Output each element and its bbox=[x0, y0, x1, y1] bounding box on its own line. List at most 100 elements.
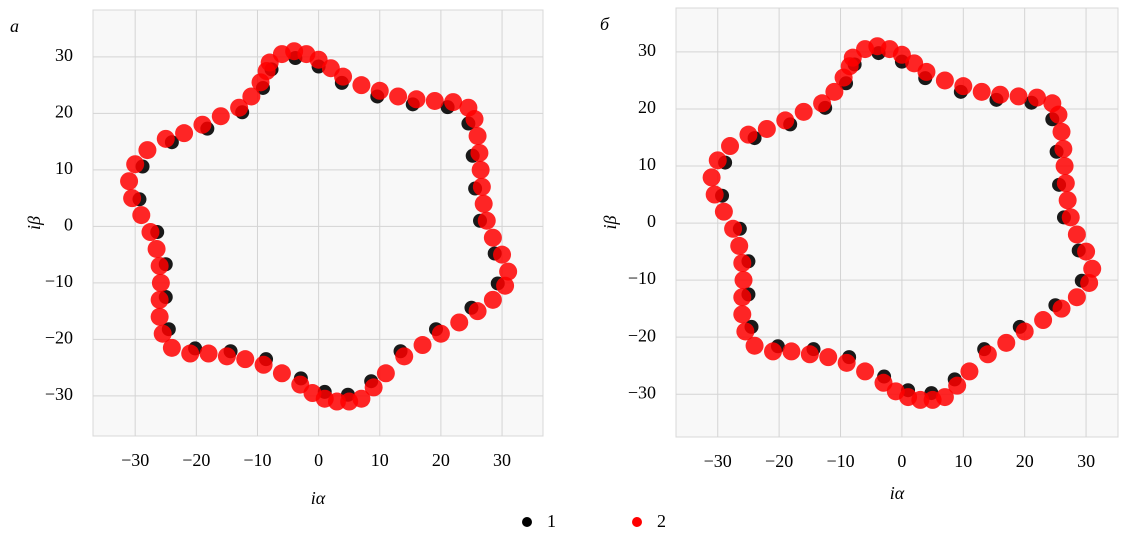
point bbox=[120, 172, 139, 191]
point bbox=[991, 85, 1010, 104]
point bbox=[193, 115, 212, 134]
x-tick-label: −30 bbox=[704, 451, 732, 471]
point bbox=[705, 185, 724, 204]
x-tick-label: 30 bbox=[1077, 451, 1095, 471]
point bbox=[211, 107, 230, 126]
point bbox=[477, 211, 496, 230]
x-tick-label: −10 bbox=[243, 450, 271, 470]
point bbox=[156, 129, 175, 148]
point bbox=[272, 364, 291, 383]
point bbox=[734, 271, 753, 290]
point bbox=[395, 347, 414, 366]
point bbox=[217, 347, 236, 366]
x-tick-label: −20 bbox=[182, 450, 210, 470]
y-tick-label: −20 bbox=[45, 328, 73, 348]
point bbox=[782, 342, 801, 361]
point bbox=[739, 125, 758, 144]
panel-label: б bbox=[600, 14, 610, 34]
y-tick-label: 0 bbox=[647, 211, 656, 231]
point bbox=[1067, 225, 1086, 244]
point bbox=[138, 141, 157, 160]
point bbox=[1027, 88, 1046, 107]
point bbox=[291, 375, 310, 394]
point bbox=[1009, 87, 1028, 106]
point bbox=[242, 87, 261, 106]
point bbox=[162, 338, 181, 357]
point bbox=[483, 290, 502, 309]
point bbox=[763, 342, 782, 361]
point bbox=[470, 143, 489, 162]
y-tick-label: 20 bbox=[638, 97, 656, 117]
point bbox=[175, 124, 194, 143]
point bbox=[370, 81, 389, 100]
x-tick-label: 0 bbox=[314, 450, 323, 470]
point bbox=[1015, 322, 1034, 341]
point bbox=[334, 67, 353, 86]
point bbox=[960, 362, 979, 381]
point bbox=[733, 305, 752, 324]
point bbox=[389, 87, 408, 106]
point bbox=[1056, 174, 1075, 193]
point bbox=[978, 345, 997, 364]
point bbox=[745, 336, 764, 355]
y-tick-label: 0 bbox=[64, 215, 73, 235]
point bbox=[141, 223, 160, 242]
point bbox=[496, 276, 515, 295]
x-tick-label: −10 bbox=[826, 451, 854, 471]
point bbox=[483, 228, 502, 247]
point bbox=[472, 177, 491, 196]
point bbox=[840, 57, 859, 76]
point bbox=[493, 245, 512, 264]
point bbox=[736, 322, 755, 341]
y-tick-label: 10 bbox=[55, 158, 73, 178]
legend-label: 1 bbox=[547, 511, 556, 531]
y-tick-label: −10 bbox=[628, 268, 656, 288]
point bbox=[499, 262, 518, 281]
point bbox=[1058, 191, 1077, 210]
point bbox=[444, 93, 463, 112]
point bbox=[714, 202, 733, 221]
point bbox=[352, 76, 371, 95]
plot-area bbox=[675, 7, 1119, 438]
point bbox=[733, 254, 752, 273]
point bbox=[856, 362, 875, 381]
y-tick-label: −30 bbox=[45, 384, 73, 404]
y-axis-label: iβ bbox=[24, 216, 44, 230]
point bbox=[468, 126, 487, 145]
point bbox=[1034, 311, 1053, 330]
point bbox=[199, 344, 218, 363]
point bbox=[800, 345, 819, 364]
point bbox=[123, 189, 142, 208]
x-axis-label: iα bbox=[311, 488, 326, 508]
y-tick-label: 10 bbox=[638, 154, 656, 174]
point bbox=[1052, 299, 1071, 318]
point bbox=[997, 333, 1016, 352]
point bbox=[450, 313, 469, 332]
point bbox=[236, 350, 255, 369]
legend-label: 2 bbox=[657, 511, 666, 531]
point bbox=[1049, 105, 1068, 124]
point bbox=[1077, 242, 1096, 261]
point bbox=[407, 90, 426, 109]
point bbox=[1054, 139, 1073, 158]
point bbox=[150, 290, 169, 309]
y-tick-label: 30 bbox=[55, 45, 73, 65]
point bbox=[721, 137, 740, 156]
point bbox=[1061, 208, 1080, 227]
point bbox=[1067, 288, 1086, 307]
point bbox=[431, 324, 450, 343]
y-tick-label: −30 bbox=[628, 382, 656, 402]
legend-marker bbox=[522, 517, 532, 527]
point bbox=[954, 77, 973, 96]
point bbox=[1083, 259, 1102, 278]
point bbox=[468, 302, 487, 321]
point bbox=[150, 307, 169, 326]
point bbox=[757, 119, 776, 138]
point bbox=[126, 155, 145, 174]
point bbox=[819, 348, 838, 367]
point bbox=[972, 82, 991, 101]
y-tick-label: −20 bbox=[628, 325, 656, 345]
point bbox=[1055, 157, 1074, 176]
point bbox=[181, 344, 200, 363]
point bbox=[474, 194, 493, 213]
